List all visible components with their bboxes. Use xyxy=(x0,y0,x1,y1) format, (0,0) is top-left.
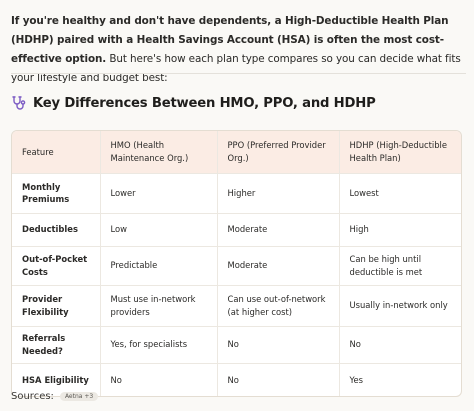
table-cell: Can use out-of-network (at higher cost) xyxy=(217,285,340,327)
table-row: Provider Flexibility Must use in-network… xyxy=(12,285,461,327)
table-cell: Moderate xyxy=(217,246,340,286)
intro-bold-text: If you're healthy and don't have depende… xyxy=(11,15,449,65)
feature-cell: Monthly Premiums xyxy=(12,173,101,214)
table-cell: Predictable xyxy=(100,246,218,286)
table-cell: Yes xyxy=(349,374,364,385)
table-cell: Must use in-network providers xyxy=(100,285,218,327)
comparison-table: Feature HMO (Health Maintenance Org.) PP… xyxy=(11,130,462,397)
intro-paragraph: If you're healthy and don't have depende… xyxy=(11,12,466,88)
feature-cell: HSA Eligibility xyxy=(12,363,101,396)
table-row: Deductibles Low Moderate High xyxy=(12,213,461,247)
intro-rest-text: But here's how each plan type compares s… xyxy=(11,53,461,84)
sources-badge-text: Aetna +3 xyxy=(64,393,94,400)
table-cell: High xyxy=(339,213,461,247)
table-cell: Low xyxy=(100,213,218,247)
table-cell: Higher xyxy=(217,173,340,214)
table-row: Monthly Premiums Lower Higher Lowest xyxy=(12,173,461,214)
table-cell: Lower xyxy=(100,173,218,214)
table-row: HSA Eligibility No No Yes xyxy=(12,363,461,396)
table-cell: Moderate xyxy=(217,213,340,247)
table-row: Referrals Needed? Yes, for specialists N… xyxy=(12,326,461,364)
column-header: Feature xyxy=(12,131,101,174)
section-heading: Key Differences Between HMO, PPO, and HD… xyxy=(11,95,376,111)
feature-cell: Out-of-Pocket Costs xyxy=(12,246,101,286)
table-cell: No xyxy=(339,326,461,364)
stethoscope-icon xyxy=(11,95,27,111)
sources-line: Sources: Aetna +3 xyxy=(11,391,99,402)
table-cell: No xyxy=(100,363,218,396)
table-cell: No xyxy=(217,363,340,396)
feature-cell: Deductibles xyxy=(12,213,101,247)
table-cell: Usually in-network only xyxy=(339,285,461,327)
divider xyxy=(11,73,466,74)
feature-cell: Provider Flexibility xyxy=(12,285,101,327)
column-header: HDHP (High-Deductible Health Plan) xyxy=(339,131,461,174)
section-title: Key Differences Between HMO, PPO, and HD… xyxy=(33,95,376,111)
table-row: Out-of-Pocket Costs Predictable Moderate… xyxy=(12,246,461,286)
table-cell: Lowest xyxy=(339,173,461,214)
table-cell: No xyxy=(217,326,340,364)
column-header: PPO (Preferred Provider Org.) xyxy=(217,131,340,174)
sources-badge[interactable]: Aetna +3 xyxy=(59,392,99,401)
column-header: HMO (Health Maintenance Org.) xyxy=(100,131,218,174)
table-header-row: Feature HMO (Health Maintenance Org.) PP… xyxy=(12,131,461,174)
sources-label: Sources: xyxy=(11,391,54,402)
table-cell: Yes, for specialists xyxy=(100,326,218,364)
feature-cell: Referrals Needed? xyxy=(12,326,101,364)
table-cell: Can be high until deductible is met xyxy=(339,246,461,286)
